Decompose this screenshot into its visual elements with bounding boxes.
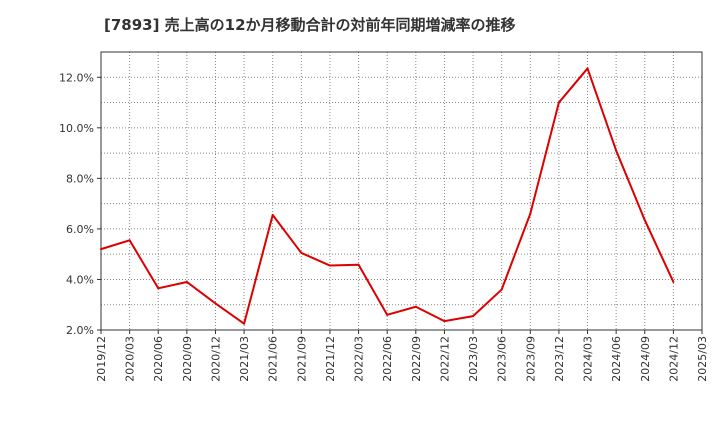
data-point xyxy=(357,263,360,266)
data-point xyxy=(243,322,246,325)
data-point xyxy=(443,320,446,323)
series-group xyxy=(100,67,675,325)
x-tick-label: 2019/12 xyxy=(95,336,108,382)
data-point xyxy=(557,101,560,104)
x-tick-label: 2022/09 xyxy=(410,336,423,382)
data-point xyxy=(214,302,217,305)
data-point xyxy=(643,219,646,222)
data-point xyxy=(271,214,274,217)
y-tick-label: 2.0% xyxy=(66,324,94,337)
data-point xyxy=(672,280,675,283)
data-point xyxy=(414,305,417,308)
x-tick-label: 2024/12 xyxy=(667,336,680,382)
x-tick-label: 2021/09 xyxy=(295,336,308,382)
data-point xyxy=(128,239,131,242)
chart-title: [7893] 売上高の12か月移動合計の対前年同期増減率の推移 xyxy=(104,16,516,34)
x-tick-label: 2022/03 xyxy=(353,336,366,382)
x-tick-label: 2020/09 xyxy=(181,336,194,382)
x-tick-label: 2023/09 xyxy=(524,336,537,382)
x-tick-label: 2021/06 xyxy=(267,336,280,382)
data-point xyxy=(328,264,331,267)
data-point xyxy=(615,149,618,152)
x-axis: 2019/12 2020/03 2020/06 2020/09 2020/12 2021/… xyxy=(95,330,709,382)
y-axis: 2.0% 4.0% 6.0% 8.0% 10.0% 12.0% xyxy=(59,71,101,337)
y-tick-label: 12.0% xyxy=(59,71,94,84)
plot-area xyxy=(100,51,703,331)
x-tick-label: 2020/03 xyxy=(124,336,137,382)
data-point xyxy=(157,287,160,290)
y-tick-label: 4.0% xyxy=(66,273,94,286)
x-tick-label: 2022/06 xyxy=(381,336,394,382)
x-tick-label: 2020/12 xyxy=(209,336,222,382)
data-point xyxy=(500,288,503,291)
y-tick-label: 6.0% xyxy=(66,223,94,236)
x-tick-label: 2023/12 xyxy=(553,336,566,382)
y-tick-label: 8.0% xyxy=(66,172,94,185)
data-point xyxy=(300,251,303,254)
x-tick-label: 2022/12 xyxy=(438,336,451,382)
x-tick-label: 2024/09 xyxy=(639,336,652,382)
grid-lines xyxy=(101,52,702,330)
data-point xyxy=(386,313,389,316)
y-tick-label: 10.0% xyxy=(59,122,94,135)
x-tick-label: 2023/06 xyxy=(496,336,509,382)
data-point xyxy=(586,67,589,70)
data-point xyxy=(100,248,102,251)
data-point xyxy=(472,315,475,318)
x-tick-label: 2021/12 xyxy=(324,336,337,382)
x-tick-label: 2021/03 xyxy=(238,336,251,382)
x-tick-label: 2020/06 xyxy=(152,336,165,382)
x-tick-label: 2024/03 xyxy=(582,336,595,382)
x-tick-label: 2025/03 xyxy=(696,336,709,382)
data-point xyxy=(185,280,188,283)
x-tick-label: 2024/06 xyxy=(610,336,623,382)
x-tick-label: 2023/03 xyxy=(467,336,480,382)
data-point xyxy=(529,212,532,215)
